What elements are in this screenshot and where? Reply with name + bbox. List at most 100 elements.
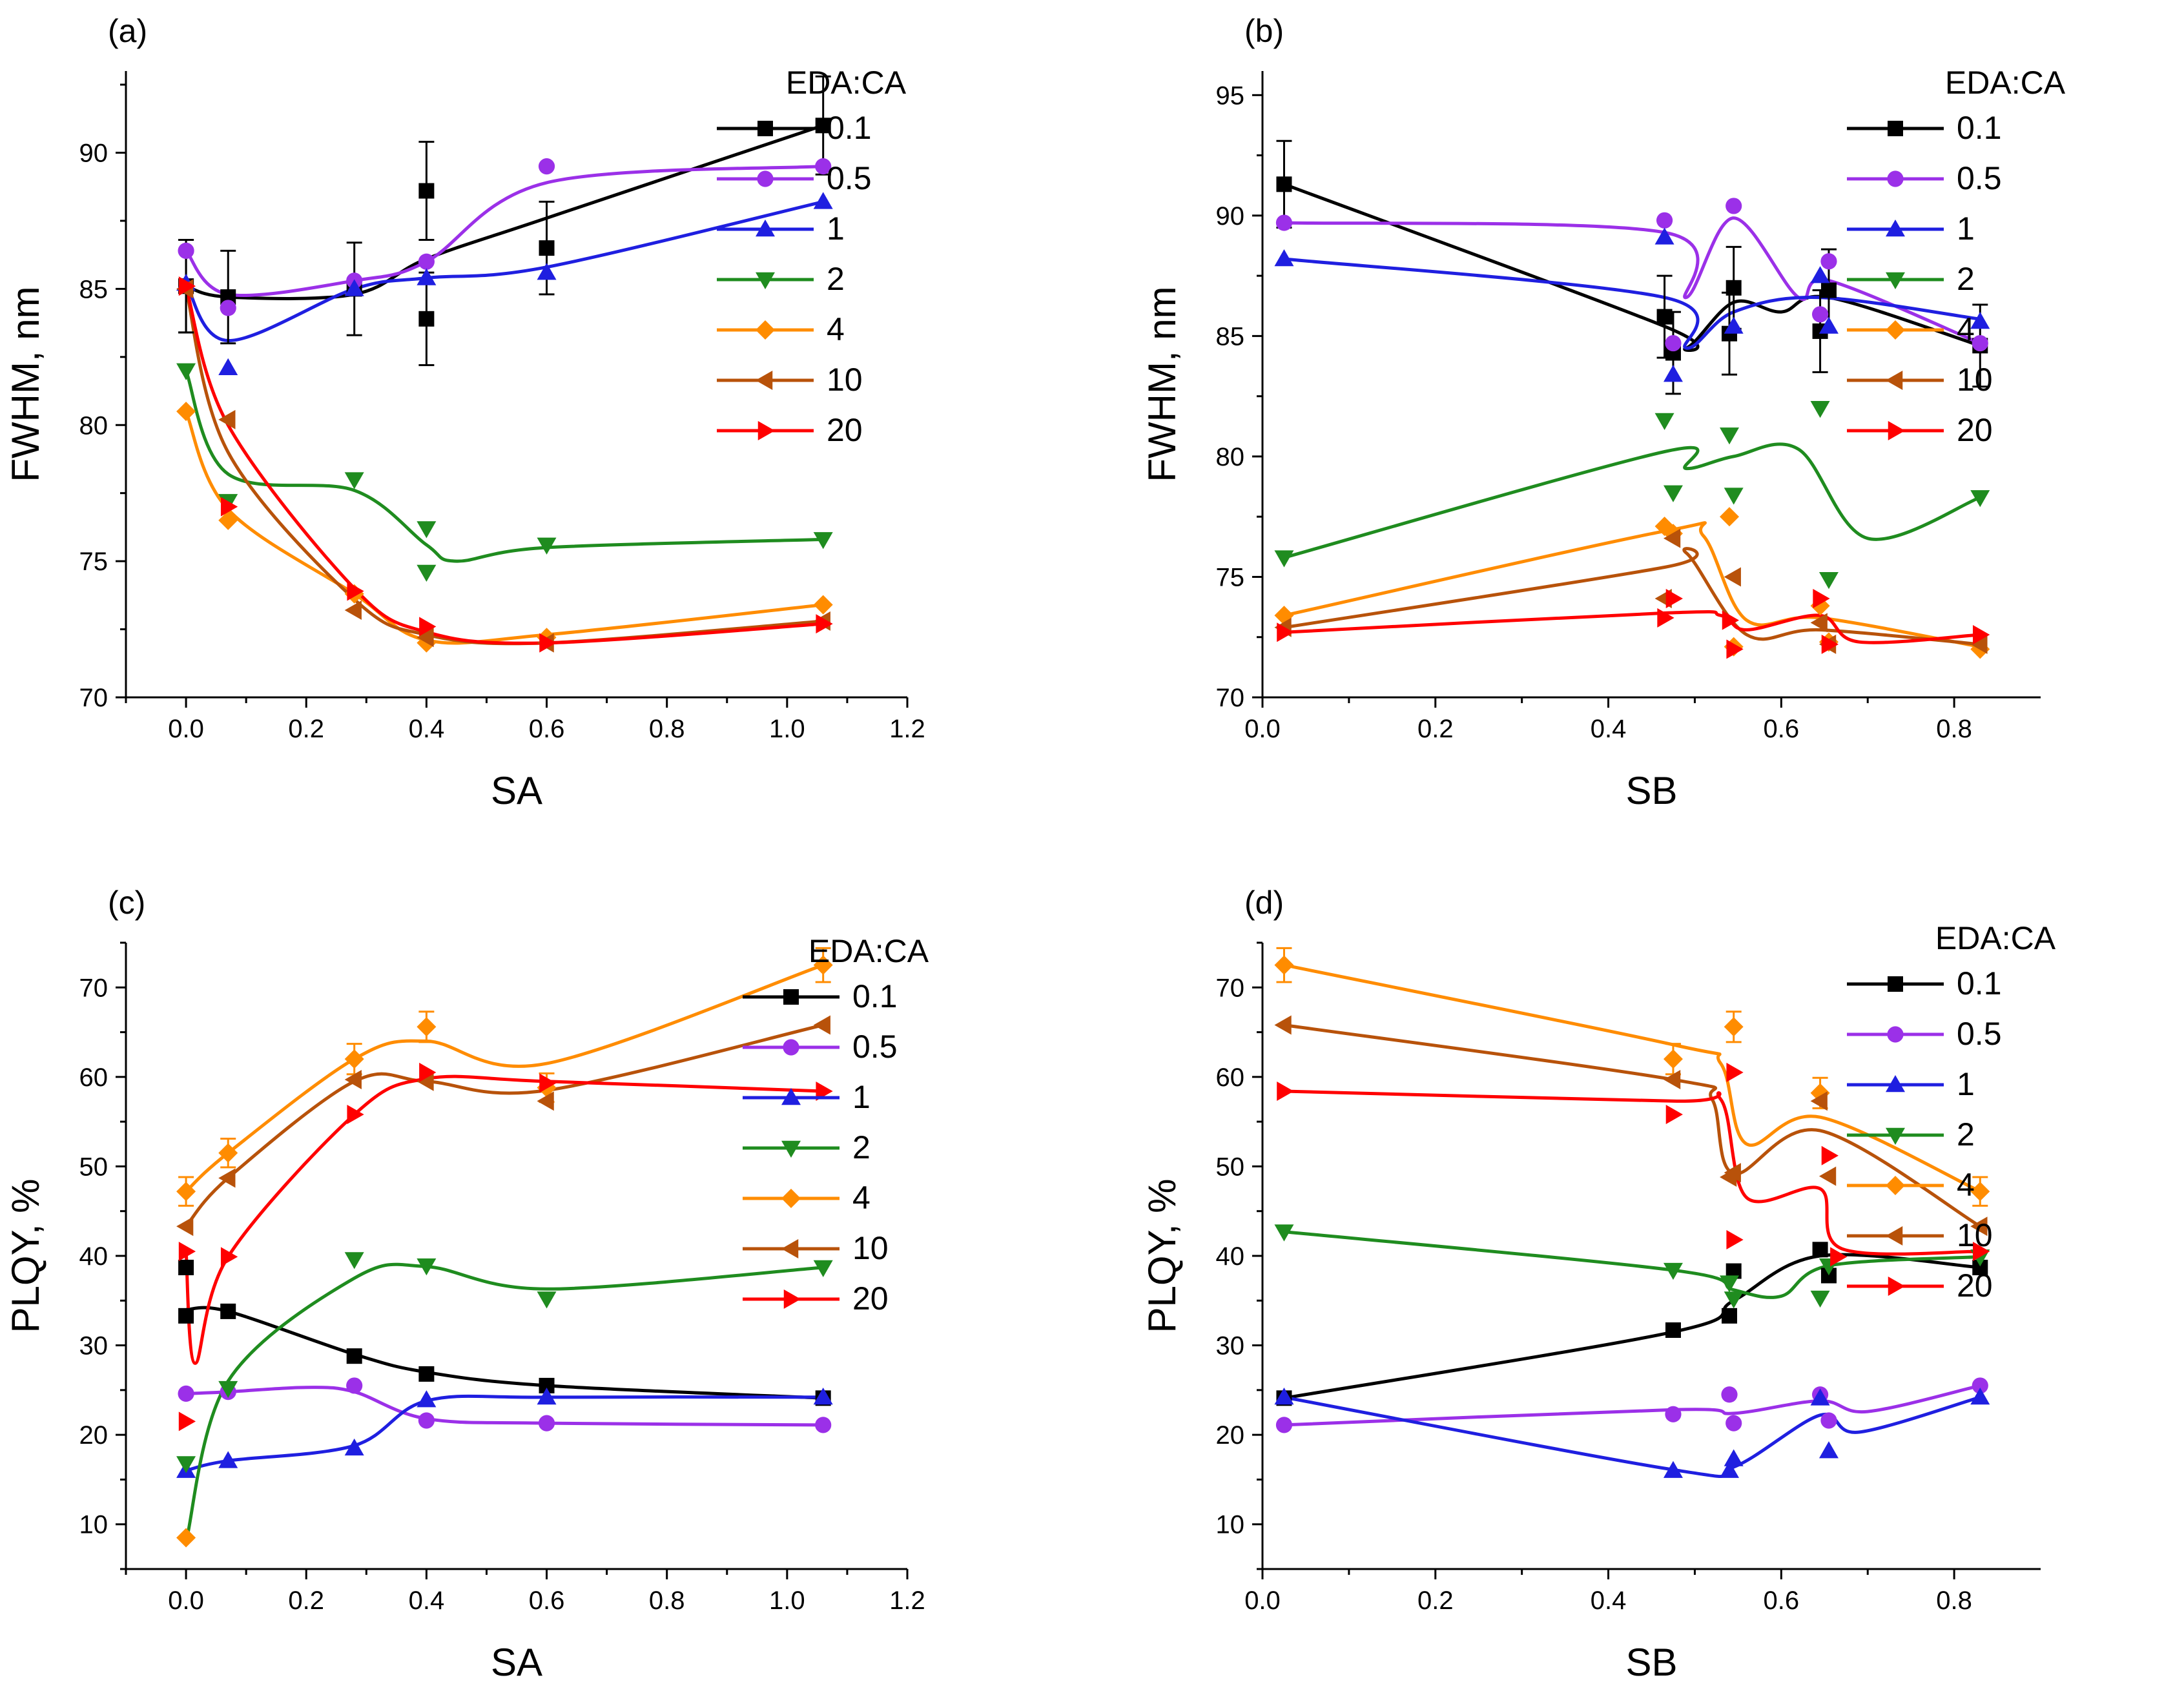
data-point-20 <box>816 614 833 634</box>
data-point-20 <box>1657 608 1674 628</box>
legend-marker-0.5 <box>1887 170 1904 187</box>
data-point-4 <box>176 1528 196 1548</box>
legend-marker-4 <box>756 320 775 340</box>
data-point-20 <box>1726 1062 1744 1082</box>
series-line-4 <box>1283 521 1981 649</box>
series-line-0.5 <box>185 1386 823 1427</box>
data-point-1 <box>537 1387 557 1405</box>
series-line-0.1 <box>1284 1253 1981 1400</box>
x-tick-label: 0.0 <box>168 1586 204 1615</box>
y-tick-label: 40 <box>1216 1242 1245 1271</box>
series-line-1 <box>1284 257 1981 350</box>
legend-label-20: 20 <box>1957 412 1993 448</box>
x-tick-label: 0.8 <box>1936 1586 1972 1615</box>
data-point-20 <box>1973 625 1990 644</box>
data-point-0.1 <box>418 1366 435 1382</box>
series-line-10 <box>1284 1023 1981 1228</box>
data-point-2 <box>1654 413 1674 430</box>
data-point-1 <box>344 1438 364 1456</box>
data-point-10 <box>218 409 236 429</box>
y-tick-label: 80 <box>79 411 108 440</box>
data-point-10 <box>1810 1091 1828 1111</box>
y-axis-title: PLQY, % <box>4 1178 47 1333</box>
legend: EDA:CA 0.1 0.5 1 2 4 10 20 <box>1847 920 2056 1304</box>
data-point-1 <box>813 192 833 209</box>
x-tick-label: 0.4 <box>409 1586 445 1615</box>
data-point-1 <box>1970 312 1990 329</box>
y-tick-label: 30 <box>79 1332 108 1360</box>
series-line-2 <box>1284 1230 1981 1299</box>
data-point-2 <box>1970 490 1990 508</box>
data-point-1 <box>1663 1461 1683 1478</box>
y-tick-label: 60 <box>79 1063 108 1092</box>
legend-marker-20 <box>1888 1277 1905 1296</box>
data-point-10 <box>1724 567 1741 587</box>
series-line-2 <box>184 1262 823 1543</box>
data-point-0.1 <box>346 1348 362 1364</box>
legend: EDA:CA 0.1 0.5 1 2 4 10 20 <box>717 65 907 448</box>
data-point-1 <box>344 279 364 296</box>
legend-label-10: 10 <box>1957 1217 1993 1253</box>
series-line-20 <box>1284 1089 1981 1256</box>
data-point-0.5 <box>1721 1386 1738 1403</box>
legend-label-2: 2 <box>852 1129 871 1165</box>
data-point-2 <box>1818 571 1839 590</box>
data-point-4 <box>813 595 833 615</box>
data-point-0.1 <box>539 240 555 256</box>
chart-panel-2: 0.0 0.2 0.4 0.6 0.8 70 75 80 85 90 95 SB FWHM, nm (b)… <box>1140 13 2066 812</box>
legend-label-0.1: 0.1 <box>1957 965 2002 1001</box>
legend-label-1: 1 <box>1957 210 1975 247</box>
series-line-1 <box>1284 1395 1981 1479</box>
legend-marker-1 <box>1886 220 1905 237</box>
y-tick-label: 10 <box>79 1511 108 1539</box>
legend-marker-0.1 <box>1888 121 1903 136</box>
legend-marker-4 <box>1886 320 1905 340</box>
data-point-1 <box>1818 316 1839 334</box>
series-line-10 <box>1284 547 1981 646</box>
legend-label-4: 4 <box>827 311 845 347</box>
legend-marker-0.1 <box>757 121 773 136</box>
x-tick-label: 1.2 <box>889 1586 925 1615</box>
legend-marker-4 <box>781 1189 801 1208</box>
series-line-1 <box>184 200 824 343</box>
data-point-20 <box>347 581 364 601</box>
y-tick-label: 80 <box>1216 443 1245 471</box>
x-tick-label: 0.2 <box>1417 1586 1454 1615</box>
legend-label-2: 2 <box>1957 1116 1975 1153</box>
data-point-2 <box>537 1291 557 1309</box>
y-tick-label: 10 <box>1216 1511 1245 1539</box>
legend-marker-20 <box>757 421 775 440</box>
legend-label-0.1: 0.1 <box>1957 110 2002 146</box>
data-point-2 <box>1274 550 1294 568</box>
data-point-20 <box>220 497 238 517</box>
panel-label: (a) <box>108 13 147 49</box>
chart-panel-4: 0.0 0.2 0.4 0.6 0.8 10 20 30 40 50 60 70 SB PLQY, % (d… <box>1140 885 2056 1684</box>
data-point-0.5 <box>815 1417 832 1433</box>
x-tick-label: 0.8 <box>649 1586 685 1615</box>
data-point-10 <box>344 600 362 621</box>
data-point-4 <box>176 1182 196 1202</box>
y-axis-title: FWHM, nm <box>1140 286 1184 482</box>
data-point-10 <box>1663 1070 1681 1090</box>
data-point-4 <box>417 1017 437 1037</box>
data-point-1 <box>218 358 238 375</box>
legend-label-20: 20 <box>1957 1267 1993 1304</box>
data-point-10 <box>1663 528 1681 548</box>
legend-label-0.5: 0.5 <box>1957 1016 2002 1052</box>
data-point-2 <box>1720 427 1739 445</box>
data-point-0.5 <box>1665 1406 1682 1422</box>
data-point-4 <box>1274 955 1294 975</box>
x-tick-label: 0.0 <box>1244 1586 1281 1615</box>
data-point-1 <box>1274 1387 1294 1405</box>
x-tick-label: 0.2 <box>288 715 324 743</box>
series-line-2 <box>184 369 823 563</box>
y-axis-title: FWHM, nm <box>4 286 47 482</box>
legend-marker-1 <box>781 1088 801 1105</box>
x-axis-title: SA <box>491 1641 542 1684</box>
legend-label-0.5: 0.5 <box>827 160 872 196</box>
data-point-0.5 <box>815 158 832 175</box>
x-tick-label: 1.0 <box>769 715 805 743</box>
data-point-2 <box>1663 1262 1683 1280</box>
legend-label-4: 4 <box>1957 1167 1975 1203</box>
